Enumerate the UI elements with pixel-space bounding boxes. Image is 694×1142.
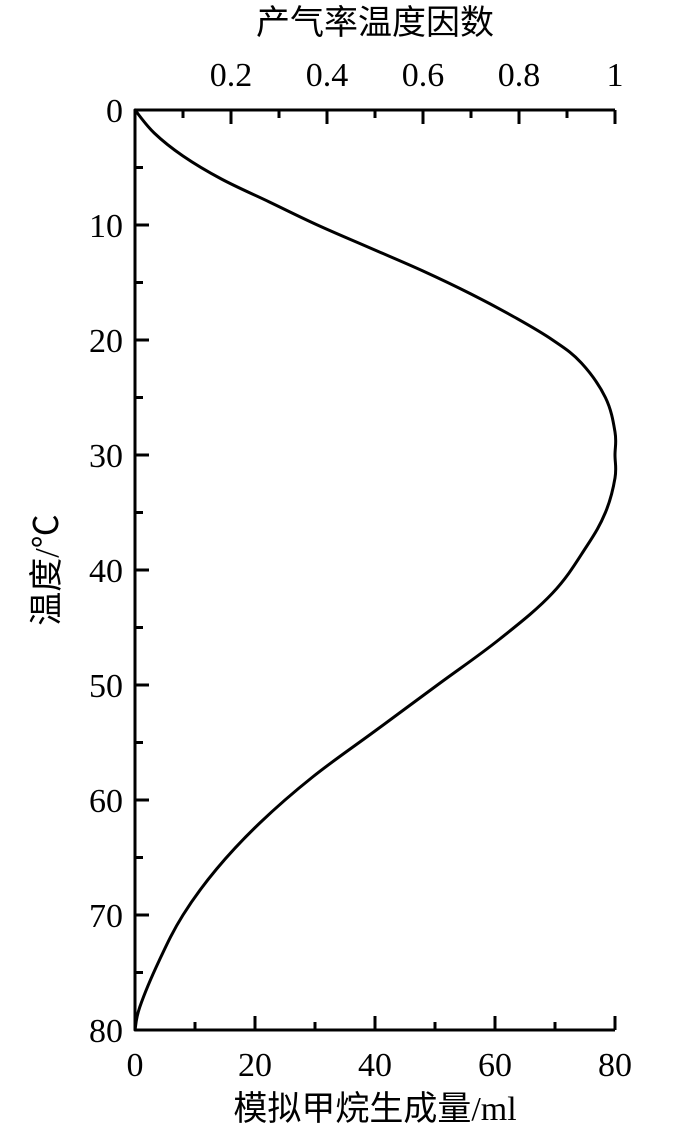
x-top-tick-label: 0.4 bbox=[306, 57, 349, 94]
x-bottom-tick-label: 80 bbox=[598, 1047, 632, 1084]
y-tick-label: 0 bbox=[106, 93, 123, 130]
x-top-tick-label: 1 bbox=[607, 57, 624, 94]
y-tick-label: 20 bbox=[89, 323, 123, 360]
x-bottom-tick-label: 40 bbox=[358, 1047, 392, 1084]
x-bottom-tick-label: 60 bbox=[478, 1047, 512, 1084]
x-top-tick-label: 0.2 bbox=[210, 57, 253, 94]
x-bottom-title: 模拟甲烷生成量/ml bbox=[233, 1090, 516, 1128]
x-bottom-tick-label: 20 bbox=[238, 1047, 272, 1084]
y-tick-label: 80 bbox=[89, 1013, 123, 1050]
y-tick-label: 50 bbox=[89, 668, 123, 705]
x-top-title: 产气率温度因数 bbox=[256, 4, 494, 42]
x-top-tick-label: 0.8 bbox=[498, 57, 541, 94]
y-tick-label: 30 bbox=[89, 438, 123, 475]
y-tick-label: 10 bbox=[89, 208, 123, 245]
y-axis-label: 温度/℃ bbox=[28, 514, 66, 625]
y-tick-label: 40 bbox=[89, 553, 123, 590]
chart-container: 010203040506070800.20.40.60.81020406080产… bbox=[0, 0, 694, 1142]
chart-svg: 010203040506070800.20.40.60.81020406080产… bbox=[0, 0, 694, 1142]
x-bottom-tick-label: 0 bbox=[127, 1047, 144, 1084]
x-top-tick-label: 0.6 bbox=[402, 57, 445, 94]
y-tick-label: 70 bbox=[89, 898, 123, 935]
y-tick-label: 60 bbox=[89, 783, 123, 820]
